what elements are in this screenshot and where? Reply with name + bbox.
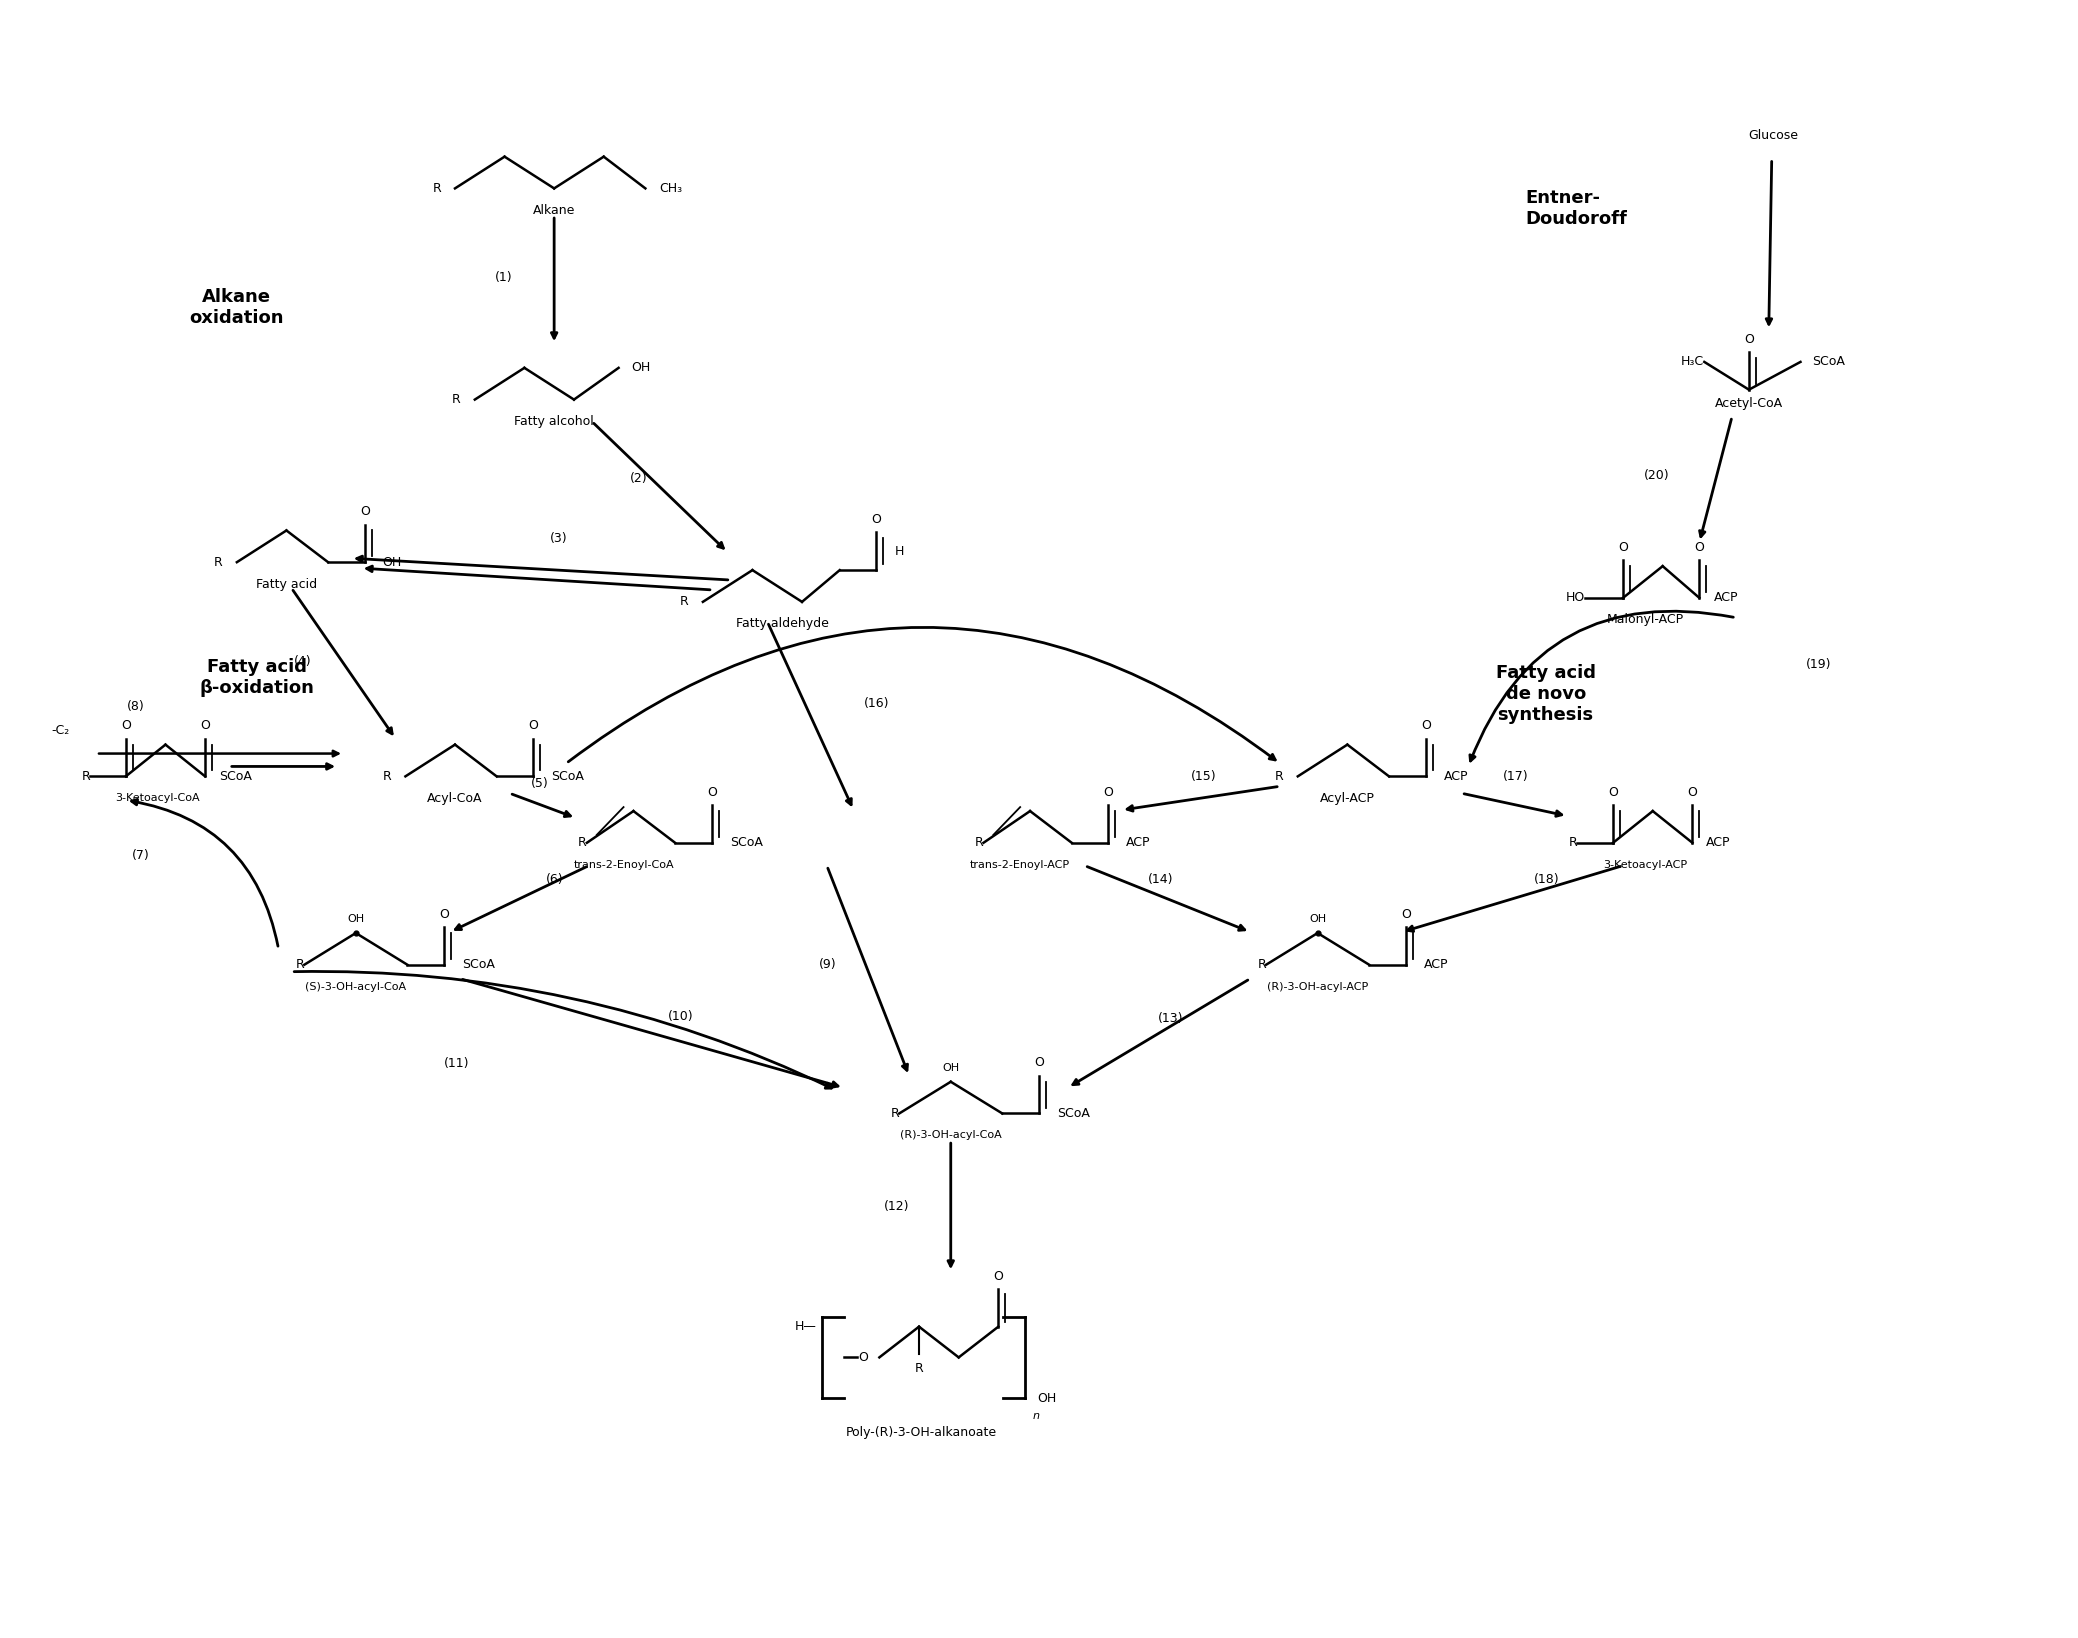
Text: R: R xyxy=(81,770,89,783)
Text: (4): (4) xyxy=(293,655,312,668)
Text: (14): (14) xyxy=(1149,873,1174,886)
Text: R: R xyxy=(914,1361,923,1374)
Text: ACP: ACP xyxy=(1706,837,1731,848)
Text: (16): (16) xyxy=(864,698,889,711)
Text: n: n xyxy=(1033,1410,1041,1420)
Text: (1): (1) xyxy=(495,272,513,283)
Text: O: O xyxy=(993,1269,1004,1283)
Text: O: O xyxy=(1103,786,1114,799)
Text: Fatty aldehyde: Fatty aldehyde xyxy=(736,618,829,631)
Text: R: R xyxy=(432,182,441,195)
Text: SCoA: SCoA xyxy=(729,837,763,848)
Text: R: R xyxy=(1569,837,1577,848)
Text: O: O xyxy=(707,786,717,799)
Text: Alkane: Alkane xyxy=(532,203,576,216)
Text: R: R xyxy=(578,837,586,848)
Text: CH₃: CH₃ xyxy=(659,182,682,195)
Text: 3-Ketoacyl-CoA: 3-Ketoacyl-CoA xyxy=(114,793,199,803)
Text: R: R xyxy=(1257,958,1266,971)
Text: Fatty acid
de novo
synthesis: Fatty acid de novo synthesis xyxy=(1496,665,1596,724)
Text: O: O xyxy=(1421,719,1430,732)
Text: SCoA: SCoA xyxy=(551,770,584,783)
Text: O: O xyxy=(858,1351,869,1364)
Text: O: O xyxy=(871,513,881,526)
Text: ACP: ACP xyxy=(1423,958,1448,971)
Text: O: O xyxy=(1687,786,1698,799)
Text: Malonyl-ACP: Malonyl-ACP xyxy=(1606,613,1683,626)
Text: R: R xyxy=(891,1107,900,1120)
Text: Fatty acid
β-oxidation: Fatty acid β-oxidation xyxy=(199,658,314,696)
Text: R: R xyxy=(214,555,222,568)
Text: (10): (10) xyxy=(669,1009,694,1022)
Text: O: O xyxy=(1035,1057,1043,1070)
Text: (S)-3-OH-acyl-CoA: (S)-3-OH-acyl-CoA xyxy=(305,981,407,991)
Text: (3): (3) xyxy=(551,532,567,545)
Text: (R)-3-OH-acyl-CoA: (R)-3-OH-acyl-CoA xyxy=(900,1130,1002,1140)
Text: (12): (12) xyxy=(883,1201,908,1214)
Text: OH: OH xyxy=(941,1063,960,1073)
Text: O: O xyxy=(438,907,449,921)
Text: (5): (5) xyxy=(530,776,549,790)
Text: (13): (13) xyxy=(1157,1012,1184,1025)
Text: (17): (17) xyxy=(1502,770,1529,783)
Text: (11): (11) xyxy=(445,1058,470,1070)
Text: R: R xyxy=(1276,770,1284,783)
Text: (2): (2) xyxy=(630,472,646,485)
Text: (R)-3-OH-acyl-ACP: (R)-3-OH-acyl-ACP xyxy=(1268,981,1367,991)
Text: OH: OH xyxy=(1037,1392,1056,1404)
Text: O: O xyxy=(528,719,538,732)
Text: ACP: ACP xyxy=(1714,591,1739,604)
Text: (19): (19) xyxy=(1806,658,1831,672)
Text: Fatty alcohol: Fatty alcohol xyxy=(513,414,594,428)
Text: (20): (20) xyxy=(1644,470,1669,483)
Text: R: R xyxy=(295,958,303,971)
Text: SCoA: SCoA xyxy=(461,958,495,971)
Text: O: O xyxy=(1694,541,1704,554)
Text: Alkane
oxidation: Alkane oxidation xyxy=(189,288,285,326)
Text: (8): (8) xyxy=(127,701,145,714)
Text: R: R xyxy=(680,595,690,608)
Text: Fatty acid: Fatty acid xyxy=(256,578,318,591)
Text: OH: OH xyxy=(347,914,364,924)
Text: O: O xyxy=(359,505,370,518)
Text: (7): (7) xyxy=(131,848,150,862)
Text: R: R xyxy=(382,770,391,783)
Text: Acetyl-CoA: Acetyl-CoA xyxy=(1714,396,1783,410)
Text: ACP: ACP xyxy=(1444,770,1467,783)
Text: O: O xyxy=(1619,541,1627,554)
Text: trans-2-Enoyl-ACP: trans-2-Enoyl-ACP xyxy=(970,860,1070,870)
Text: SCoA: SCoA xyxy=(1058,1107,1089,1120)
Text: Glucose: Glucose xyxy=(1750,129,1800,143)
Text: Acyl-CoA: Acyl-CoA xyxy=(428,791,482,804)
Text: -C₂: -C₂ xyxy=(52,724,69,737)
Text: R: R xyxy=(975,837,983,848)
Text: Entner-
Doudoroff: Entner- Doudoroff xyxy=(1525,188,1627,228)
Text: H—: H— xyxy=(796,1320,817,1333)
Text: OH: OH xyxy=(382,555,401,568)
Text: O: O xyxy=(1401,907,1411,921)
Text: H₃C: H₃C xyxy=(1681,355,1704,369)
Text: O: O xyxy=(1743,333,1754,346)
Text: O: O xyxy=(1608,786,1619,799)
Text: R: R xyxy=(453,393,461,406)
Text: HO: HO xyxy=(1567,591,1586,604)
Text: OH: OH xyxy=(1309,914,1326,924)
Text: (9): (9) xyxy=(819,958,837,971)
Text: H: H xyxy=(896,545,904,559)
Text: (6): (6) xyxy=(547,873,563,886)
Text: Acyl-ACP: Acyl-ACP xyxy=(1320,791,1376,804)
Text: ACP: ACP xyxy=(1126,837,1151,848)
Text: O: O xyxy=(199,719,210,732)
Text: trans-2-Enoyl-CoA: trans-2-Enoyl-CoA xyxy=(574,860,673,870)
Text: Poly-(R)-3-OH-alkanoate: Poly-(R)-3-OH-alkanoate xyxy=(846,1427,997,1440)
Text: (18): (18) xyxy=(1534,873,1558,886)
Text: O: O xyxy=(121,719,131,732)
Text: OH: OH xyxy=(632,362,650,375)
Text: (15): (15) xyxy=(1191,770,1216,783)
Text: SCoA: SCoA xyxy=(218,770,251,783)
Text: 3-Ketoacyl-ACP: 3-Ketoacyl-ACP xyxy=(1602,860,1687,870)
Text: SCoA: SCoA xyxy=(1812,355,1845,369)
